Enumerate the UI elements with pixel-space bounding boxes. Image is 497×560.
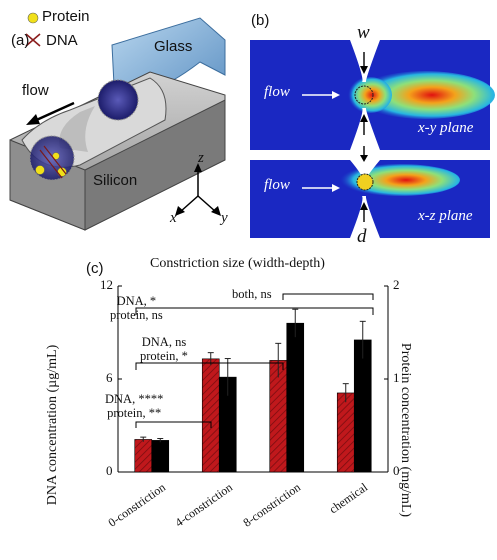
- axis-x-label: x: [170, 210, 177, 226]
- y-right-tick-label: 0: [393, 463, 400, 478]
- annot-3-line1: DNA, ****: [105, 392, 164, 406]
- bracket-1: [135, 307, 374, 315]
- panel-a-label: (a): [11, 32, 30, 49]
- annot-1-line1: DNA, *: [116, 294, 157, 308]
- bottom-plane-label: x-z plane: [418, 208, 473, 224]
- flow-arrow: [31, 101, 75, 124]
- glass-label: Glass: [154, 38, 193, 55]
- flow-simulation-images: [250, 40, 495, 238]
- silicon-label: Silicon: [93, 172, 138, 189]
- protein-bar-chemical: [353, 339, 372, 473]
- bar-chart: [117, 285, 389, 473]
- annot-2-line1: DNA, ns: [141, 335, 187, 349]
- cell-left: [29, 135, 75, 181]
- axis-y-label: y: [221, 210, 228, 226]
- axis-z-label: z: [198, 150, 204, 166]
- annot-1: DNA, * protein, ns: [110, 294, 163, 322]
- protein-legend-icon: [27, 12, 39, 24]
- bottom-flow-label: flow: [264, 177, 290, 193]
- dna-bar-4-constriction: [201, 358, 220, 473]
- panel-c-label: (c): [86, 260, 104, 277]
- protein-legend-label: Protein: [42, 8, 90, 25]
- annot-4: both, ns: [232, 287, 272, 301]
- top-flow-label: flow: [264, 84, 290, 100]
- chart-title: Constriction size (width-depth): [150, 256, 325, 271]
- axis-triad-icon: [175, 163, 221, 216]
- annot-2-line2: protein, *: [140, 349, 188, 363]
- top-plane-label: x-y plane: [418, 120, 474, 136]
- width-symbol: w: [357, 22, 370, 43]
- bracket-3: [135, 421, 212, 428]
- depth-symbol: d: [357, 226, 367, 247]
- cell-right: [97, 79, 139, 121]
- dna-legend-label: DNA: [46, 32, 78, 49]
- y-right-tick-label: 1: [393, 370, 400, 385]
- dna-bar-0-constriction: [134, 439, 153, 473]
- annot-3-line2: protein, **: [107, 406, 162, 420]
- panel-b: (b) w d flow flow x-y plane x-z plane: [240, 0, 497, 250]
- panel-a: (a) Protein DNA flow Glass Silicon z x y: [0, 0, 240, 250]
- annot-2: DNA, ns protein, *: [140, 335, 188, 363]
- annot-3: DNA, **** protein, **: [105, 392, 163, 420]
- protein-bar-8-constriction: [286, 322, 305, 473]
- y-left-tick-label: 6: [106, 370, 113, 385]
- panel-b-label: (b): [251, 12, 270, 29]
- annot-1-line2: protein, ns: [110, 308, 163, 322]
- protein-bar-0-constriction: [151, 440, 170, 473]
- bracket-both: [282, 293, 374, 300]
- y-right-tick-label: 2: [393, 277, 400, 292]
- y-left-tick-label: 12: [100, 277, 113, 292]
- bracket-2: [135, 362, 284, 370]
- panel-c: (c) Constriction size (width-depth) DNA …: [0, 250, 497, 550]
- dna-bar-chemical: [336, 392, 355, 473]
- dna-legend-icon: [25, 33, 41, 47]
- flow-label: flow: [22, 82, 49, 99]
- y-left-tick-label: 0: [106, 463, 113, 478]
- channel-illustration: [9, 12, 226, 231]
